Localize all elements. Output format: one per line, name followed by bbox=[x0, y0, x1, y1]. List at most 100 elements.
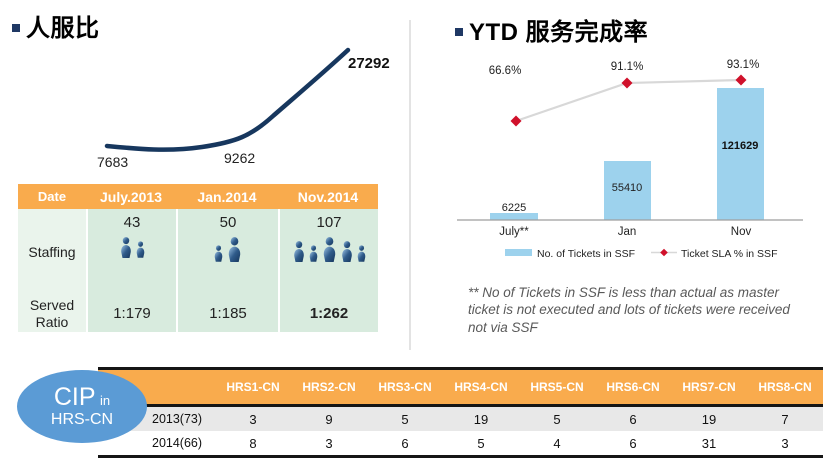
legend-diamond-icon bbox=[660, 248, 668, 257]
cell-2013-hrs7: 19 bbox=[701, 411, 717, 427]
person-icon bbox=[228, 237, 241, 262]
ratio-cell-nov2014: 1:262 bbox=[278, 295, 378, 332]
col-header-hrs5: HRS5-CN bbox=[530, 380, 584, 394]
bar-label-july: 6225 bbox=[502, 202, 526, 214]
cip-badge-line1: CIP in bbox=[54, 384, 110, 410]
data-label-p2: 9262 bbox=[224, 150, 255, 166]
growth-line-path bbox=[104, 47, 351, 152]
cell-2014-hrs2: 3 bbox=[325, 435, 333, 451]
footnote-text: ** No of Tickets in SSF is less than act… bbox=[468, 285, 790, 335]
table-bottom-border bbox=[98, 455, 823, 458]
staffing-cell-nov2014: 107 bbox=[278, 209, 378, 295]
ratio-value: 1:262 bbox=[309, 305, 349, 322]
cell-2014-hrs7: 31 bbox=[701, 435, 717, 451]
section-divider bbox=[409, 20, 411, 350]
person-icon bbox=[309, 245, 317, 262]
col-header-hrs2: HRS2-CN bbox=[302, 380, 356, 394]
x-label-jan: Jan bbox=[618, 226, 637, 238]
person-icon bbox=[293, 241, 304, 262]
person-icon bbox=[136, 241, 144, 258]
cell-2013-hrs5: 5 bbox=[553, 411, 561, 427]
diamond-marker-icon bbox=[510, 115, 522, 127]
row-label-2013: 2013(73) bbox=[152, 412, 203, 426]
staffing-value: 107 bbox=[316, 214, 342, 231]
staffing-table-header-col1: July.2013 bbox=[86, 184, 176, 209]
ratio-value: 1:179 bbox=[113, 305, 151, 322]
cip-badge-small-text: in bbox=[100, 392, 111, 408]
col-header-hrs4: HRS4-CN bbox=[454, 380, 508, 394]
x-label-nov: Nov bbox=[731, 226, 752, 238]
cell-2014-hrs6: 6 bbox=[629, 435, 637, 451]
person-icon bbox=[120, 237, 131, 258]
col-header-hrs3: HRS3-CN bbox=[378, 380, 432, 394]
cip-badge: CIP in HRS-CN bbox=[17, 370, 147, 443]
cell-2013-hrs2: 9 bbox=[325, 411, 333, 427]
legend-bar-swatch-icon bbox=[505, 249, 532, 256]
pct-label-nov: 93.1% bbox=[727, 59, 760, 71]
cell-2014-hrs1: 8 bbox=[249, 435, 257, 451]
diamond-marker-icon bbox=[621, 77, 633, 89]
pct-label-jan: 91.1% bbox=[611, 61, 644, 73]
right-panel-title: YTD 服务完成率 bbox=[455, 12, 648, 47]
cip-table-header: HRS1-CN HRS2-CN HRS3-CN HRS4-CN HRS5-CN … bbox=[98, 370, 823, 404]
staffing-row-label: Staffing bbox=[18, 209, 86, 295]
cip-badge-big-text: CIP bbox=[53, 382, 96, 411]
tickets-sla-chart: 66.6% 91.1% 93.1% 6225 55410 121629 July… bbox=[457, 59, 803, 260]
cell-2014-hrs5: 4 bbox=[553, 435, 561, 451]
bar-july bbox=[490, 213, 538, 220]
staffing-value: 43 bbox=[123, 214, 141, 231]
staffing-cell-jan2014: 50 bbox=[176, 209, 278, 295]
ratio-cell-jan2014: 1:185 bbox=[176, 295, 278, 332]
left-title-text: 人服比 bbox=[26, 15, 100, 42]
cell-2014-hrs4: 5 bbox=[477, 435, 485, 451]
people-icons-group bbox=[213, 237, 243, 262]
bar-label-jan: 55410 bbox=[612, 182, 643, 194]
cell-2013-hrs1: 3 bbox=[249, 411, 257, 427]
staffing-table-header-date: Date bbox=[18, 184, 86, 209]
cell-2013-hrs8: 7 bbox=[781, 411, 789, 427]
col-header-hrs1: HRS1-CN bbox=[226, 380, 280, 394]
cell-2013-hrs4: 19 bbox=[473, 411, 489, 427]
pct-label-july: 66.6% bbox=[489, 65, 522, 77]
staffing-table: Date July.2013 Jan.2014 Nov.2014 Staffin… bbox=[18, 184, 378, 332]
right-title-text: YTD 服务完成率 bbox=[469, 19, 649, 46]
cell-2013-hrs6: 6 bbox=[629, 411, 637, 427]
staffing-value: 50 bbox=[219, 214, 237, 231]
table-row: 2013(73) 3 9 5 19 5 6 19 7 bbox=[98, 407, 823, 431]
ratio-value: 1:185 bbox=[209, 305, 247, 322]
cip-table: HRS1-CN HRS2-CN HRS3-CN HRS4-CN HRS5-CN … bbox=[98, 367, 823, 458]
legend-bar-label: No. of Tickets in SSF bbox=[537, 248, 635, 260]
bar-nov bbox=[717, 88, 764, 220]
ratio-cell-july2013: 1:179 bbox=[86, 295, 176, 332]
bar-label-nov: 121629 bbox=[722, 140, 759, 152]
staffing-table-header-col3: Nov.2014 bbox=[278, 184, 378, 209]
person-icon bbox=[357, 245, 365, 262]
bar-jan bbox=[604, 161, 651, 220]
staffing-table-header-col2: Jan.2014 bbox=[176, 184, 278, 209]
col-header-hrs8: HRS8-CN bbox=[758, 380, 812, 394]
legend-line-label: Ticket SLA % in SSF bbox=[681, 248, 777, 260]
cell-2013-hrs3: 5 bbox=[401, 411, 409, 427]
cell-2014-hrs3: 6 bbox=[401, 435, 409, 451]
people-icons-group bbox=[292, 237, 367, 262]
growth-line-chart: 7683 9262 27292 bbox=[97, 47, 390, 170]
data-label-p3: 27292 bbox=[348, 55, 390, 72]
row-label-2014: 2014(66) bbox=[152, 436, 203, 450]
col-header-hrs7: HRS7-CN bbox=[682, 380, 736, 394]
data-label-p1: 7683 bbox=[97, 154, 128, 170]
bullet-square-icon bbox=[12, 23, 20, 32]
cell-2014-hrs8: 3 bbox=[781, 435, 789, 451]
diamond-marker-icon bbox=[735, 74, 747, 86]
served-ratio-row-label: Served Ratio bbox=[18, 295, 86, 332]
person-icon bbox=[341, 241, 352, 262]
col-header-hrs6: HRS6-CN bbox=[606, 380, 660, 394]
person-icon bbox=[214, 245, 223, 262]
table-top-border bbox=[98, 367, 823, 370]
cip-badge-line2: HRS-CN bbox=[50, 411, 114, 429]
table-header-border bbox=[98, 404, 823, 407]
person-icon bbox=[323, 237, 335, 262]
people-icons-group bbox=[119, 237, 146, 258]
table-row: 2014(66) 8 3 6 5 4 6 31 3 bbox=[98, 431, 823, 455]
staffing-cell-july2013: 43 bbox=[86, 209, 176, 295]
x-label-july: July** bbox=[499, 226, 529, 238]
